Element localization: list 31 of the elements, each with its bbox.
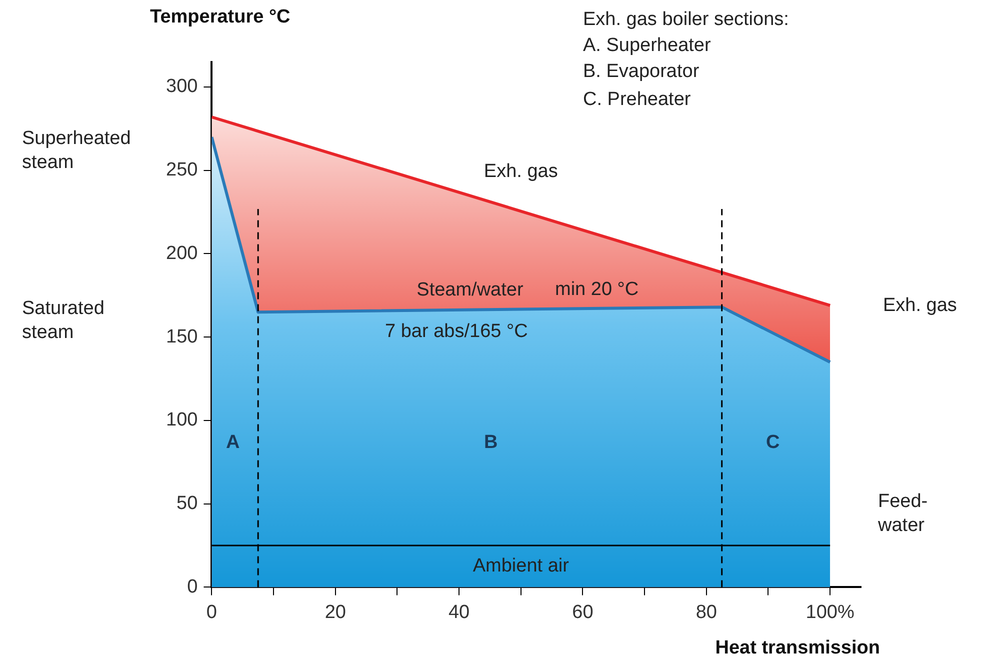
text: A. Superheater [583, 34, 712, 58]
y-tick-label: 150 [166, 326, 198, 348]
text: Feed-water [878, 490, 929, 538]
y-tick-label: 100 [166, 410, 198, 431]
x-tick-label: 40 [448, 602, 470, 623]
text: Superheated steam [22, 127, 132, 175]
x-tick-label: 0 [206, 602, 217, 623]
series-label: Steam/water [416, 279, 524, 300]
x-axis-title: Heat transmission [715, 638, 880, 659]
annotation: min 20 °C [555, 278, 640, 302]
annotation: B [484, 431, 498, 455]
text: Saturated steam [22, 297, 106, 345]
y-tick-label: 200 [166, 242, 198, 264]
y-axis-title: Temperature °C [150, 6, 291, 28]
ref-line-label: Ambient air [472, 556, 570, 577]
annotation: 7 bar abs/165 °C [385, 320, 529, 344]
y-tick-label: 300 [166, 76, 198, 98]
x-tick-label: 60 [572, 602, 594, 623]
annotation: B. Evaporator [583, 60, 700, 84]
annotation: C. Preheater [583, 88, 692, 112]
text: Exh. gas [883, 294, 958, 318]
y-tick-label: 50 [176, 493, 198, 514]
annotation: C [766, 431, 780, 455]
x-tick-label: 100% [806, 602, 854, 623]
annotation: A [226, 431, 240, 455]
y-tick-label: 250 [166, 160, 198, 181]
series-label: Exh. gas [484, 160, 558, 182]
y-tick-label: 0 [187, 576, 198, 598]
text: Exh. gas boiler sections: [583, 8, 790, 32]
x-tick-label: 20 [324, 602, 346, 623]
x-tick-label: 80 [696, 602, 717, 623]
